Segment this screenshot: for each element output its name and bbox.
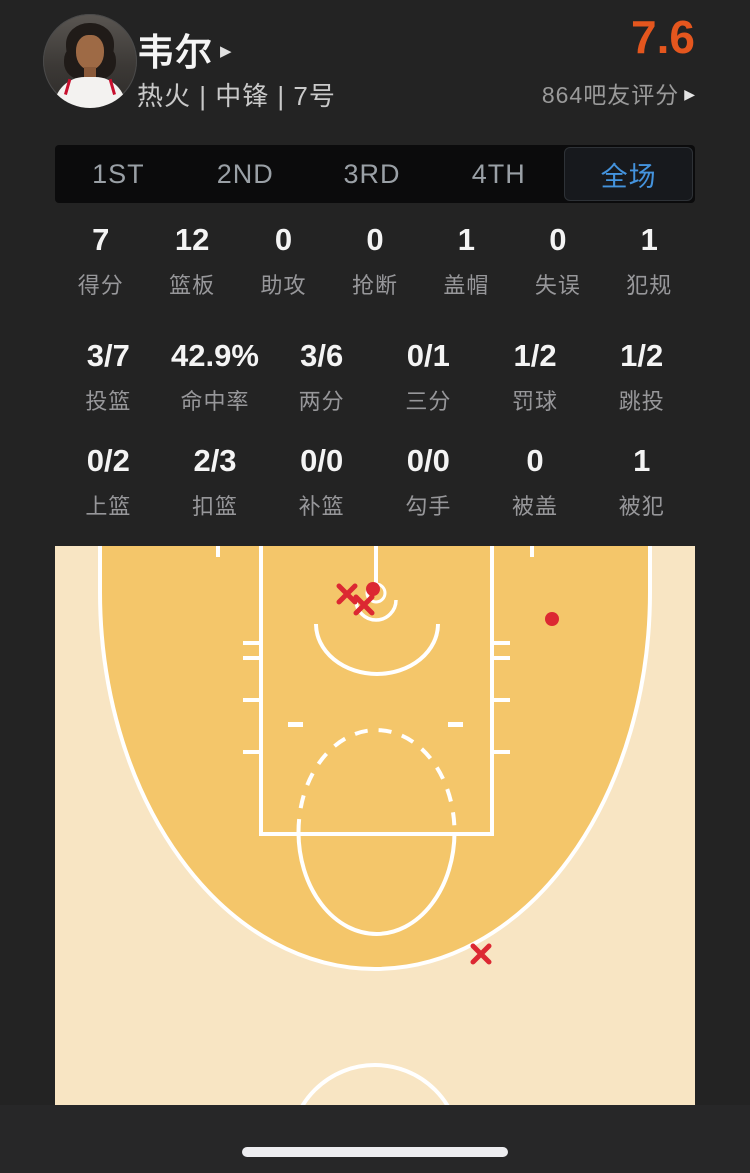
stat-two-pt: 3/6 两分	[268, 338, 375, 416]
stat-value: 3/6	[300, 338, 344, 373]
stat-label: 被盖	[512, 494, 559, 519]
stat-label: 命中率	[180, 389, 250, 414]
stat-value: 0/2	[86, 443, 130, 478]
stat-value: 1	[457, 222, 476, 257]
court-inside-three-floor	[100, 546, 650, 969]
stat-label: 勾手	[405, 494, 452, 519]
stat-label: 三分	[405, 389, 452, 414]
rating-caption: 864吧友评分	[541, 82, 680, 108]
shot-chart-court	[55, 546, 695, 1105]
missed-shot-x	[353, 594, 375, 616]
stat-label: 两分	[298, 389, 345, 414]
stat-label: 助攻	[260, 273, 307, 298]
made-shot-dot	[545, 612, 559, 626]
stat-value: 0/0	[406, 443, 450, 478]
stat-label: 被犯	[618, 494, 665, 519]
stats-row-shot-types: 0/2 上篮 2/3 扣篮 0/0 补篮 0/0 勾手 0 被盖 1 被犯	[55, 443, 695, 521]
stat-got-blocked: 0 被盖	[482, 443, 589, 521]
stat-label: 上篮	[85, 494, 132, 519]
stat-value: 0	[549, 222, 567, 257]
stat-fg-pct: 42.9% 命中率	[162, 338, 269, 416]
stat-value: 1/2	[620, 338, 664, 373]
quarter-tabbar: 1ST 2ND 3RD 4TH 全场	[55, 145, 695, 203]
chevron-right-icon: ▶	[684, 85, 695, 102]
stat-free-throws: 1/2 罚球	[482, 338, 589, 416]
player-name: 韦尔	[137, 32, 213, 73]
stat-assists: 0 助攻	[238, 222, 329, 300]
stat-label: 失误	[534, 273, 581, 298]
missed-shot-x	[336, 583, 358, 605]
stat-label: 得分	[77, 273, 124, 298]
basket-stem-line	[374, 546, 378, 588]
stat-value: 0/0	[300, 443, 344, 478]
stat-value: 2/3	[193, 443, 237, 478]
stat-label: 投篮	[85, 389, 132, 414]
paint-arc	[314, 623, 440, 676]
stat-turnovers: 0 失误	[512, 222, 603, 300]
stat-label: 犯规	[626, 273, 673, 298]
lane-line-left	[259, 546, 263, 836]
stat-steals: 0 抢断	[329, 222, 420, 300]
stat-value: 7	[92, 222, 110, 257]
stat-label: 盖帽	[443, 273, 490, 298]
player-name-row[interactable]: 韦尔 ▶	[137, 22, 232, 76]
stat-label: 跳投	[618, 389, 665, 414]
free-throw-circle-solid	[296, 831, 457, 936]
tab-4th[interactable]: 4TH	[471, 158, 526, 189]
rating-score: 7.6	[631, 11, 695, 63]
stat-rebounds: 12 篮板	[146, 222, 237, 300]
stat-fouled: 1 被犯	[588, 443, 695, 521]
tab-1st[interactable]: 1ST	[92, 158, 145, 189]
stat-value: 12	[174, 222, 210, 257]
missed-shot-x	[470, 943, 492, 965]
stat-label: 罚球	[512, 389, 559, 414]
lane-line-right	[490, 546, 494, 836]
rating-caption-row[interactable]: 864吧友评分 ▶	[542, 76, 695, 110]
stat-label: 补篮	[298, 494, 345, 519]
baseline-tick	[530, 546, 534, 557]
tab-3rd[interactable]: 3RD	[343, 158, 401, 189]
stat-three-pt: 0/1 三分	[375, 338, 482, 416]
avatar-face	[76, 35, 104, 70]
stat-value: 0	[366, 222, 384, 257]
stat-label: 抢断	[351, 273, 398, 298]
tab-full-game[interactable]: 全场	[564, 147, 693, 201]
stat-label: 篮板	[169, 273, 216, 298]
stat-value: 1	[640, 222, 658, 257]
stat-value: 0/1	[406, 338, 450, 373]
stat-value: 42.9%	[171, 338, 259, 373]
stat-value: 0	[526, 443, 544, 478]
stat-fouls: 1 犯规	[604, 222, 695, 300]
stat-dunks: 2/3 扣篮	[162, 443, 269, 521]
stat-blocks: 1 盖帽	[421, 222, 512, 300]
made-shot-dot	[366, 582, 380, 596]
avatar-jersey	[54, 77, 126, 108]
stat-value: 1/2	[513, 338, 557, 373]
stat-fg: 3/7 投篮	[55, 338, 162, 416]
player-avatar[interactable]	[43, 14, 137, 108]
stat-layups: 0/2 上篮	[55, 443, 162, 521]
lane-hash-marks	[243, 641, 510, 754]
restricted-area-arc	[354, 599, 398, 622]
stat-label: 扣篮	[192, 494, 239, 519]
stat-putbacks: 0/0 补篮	[268, 443, 375, 521]
shot-marks	[336, 582, 559, 965]
bottom-system-bar	[0, 1105, 750, 1173]
baseline-tick	[216, 546, 220, 557]
team-position-number: 热火 | 中锋 | 7号	[137, 81, 336, 111]
center-circle	[300, 1063, 450, 1105]
chevron-right-icon: ▶	[220, 43, 232, 60]
home-indicator[interactable]	[242, 1147, 508, 1157]
stat-jump-shots: 1/2 跳投	[588, 338, 695, 416]
stat-hooks: 0/0 勾手	[375, 443, 482, 521]
stat-points: 7 得分	[55, 222, 146, 300]
stat-value: 1	[633, 443, 651, 478]
stat-value: 0	[274, 222, 293, 257]
stat-value: 3/7	[86, 338, 130, 373]
stats-row-basic: 7 得分 12 篮板 0 助攻 0 抢断 1 盖帽 0 失误 1 犯规	[55, 222, 695, 300]
stats-row-shooting: 3/7 投篮 42.9% 命中率 3/6 两分 0/1 三分 1/2 罚球 1/2 跳投	[55, 338, 695, 416]
free-throw-line	[259, 832, 494, 836]
three-point-line	[98, 546, 652, 971]
tab-2nd[interactable]: 2ND	[216, 158, 274, 189]
